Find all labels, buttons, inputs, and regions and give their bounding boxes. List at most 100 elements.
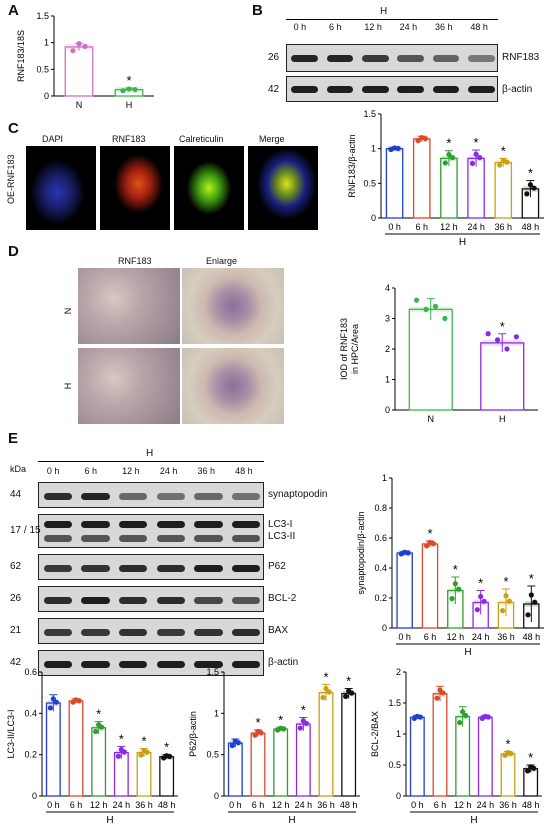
x-tick-label: 24 h: [295, 800, 313, 810]
x-tick-label: 36 h: [499, 800, 517, 810]
panel-d-row-n: N: [62, 307, 73, 315]
bar: [318, 692, 334, 797]
data-point: [497, 162, 503, 168]
x-tick-label: H: [499, 414, 506, 424]
x-tick-label: 48 h: [522, 222, 540, 232]
data-point: [303, 720, 309, 727]
blot-band: [231, 521, 261, 528]
data-point: [449, 155, 456, 161]
data-point: [343, 693, 349, 700]
blot-band: [231, 564, 261, 572]
blot-b-time-labels: 0 h 6 h 12 h 24 h 36 h 48 h: [286, 22, 498, 34]
rnf183-image: [100, 146, 170, 230]
x-tick-label: 0 h: [398, 632, 411, 642]
y-tick-label: 0.6: [24, 667, 37, 677]
data-point: [532, 599, 538, 605]
y-tick-label: 1: [44, 38, 49, 48]
bar: [494, 161, 513, 219]
data-point: [323, 685, 329, 692]
x-tick-label: N: [428, 414, 435, 424]
chart-d: 0 1 2 3 4 IOD of RNF183 in HPC/Area N * H: [339, 283, 538, 424]
x-tick-label: 48 h: [340, 800, 358, 810]
x-tick-label: 12 h: [440, 222, 458, 232]
significance-marker: *: [446, 136, 451, 151]
data-point: [504, 346, 510, 352]
ihc-n-image: [78, 268, 180, 344]
data-point: [469, 160, 476, 166]
data-point: [99, 724, 105, 730]
data-point: [525, 612, 531, 618]
data-point: [132, 87, 138, 93]
blot-band: [291, 55, 319, 62]
data-point: [144, 749, 150, 755]
bar: [250, 732, 266, 797]
blot-time-label: 24 h: [159, 466, 178, 476]
x-tick-label: 12 h: [90, 800, 108, 810]
panel-letter-a: A: [8, 2, 19, 19]
significance-marker: *: [427, 526, 432, 541]
data-point: [258, 730, 264, 736]
y-tick-label: 0.5: [388, 760, 401, 770]
ihc-n-enlarge: [182, 268, 284, 344]
data-point: [442, 160, 448, 166]
data-point: [423, 306, 429, 312]
data-point: [508, 750, 514, 757]
x-axis-label: H: [470, 815, 477, 826]
significance-marker: *: [478, 576, 483, 591]
y-tick-label: 1: [382, 473, 387, 483]
blot-e-strip: [38, 554, 264, 580]
blot-e-group-line: [38, 461, 264, 462]
blot-band: [156, 596, 186, 604]
blot-band: [81, 492, 110, 500]
data-point: [504, 159, 510, 165]
data-point: [525, 768, 531, 774]
data-point: [413, 297, 420, 303]
y-tick-label: 1.5: [36, 11, 49, 21]
blot-e-time-labels: 0 h 6 h 12 h 24 h 36 h 48 h: [38, 466, 264, 478]
bar: [385, 148, 404, 219]
y-axis-label: LC3-II/LC3-I: [6, 709, 16, 758]
data-point: [478, 593, 484, 600]
data-point: [252, 732, 258, 738]
data-point: [417, 714, 423, 720]
blot-b: H 0 h 6 h 12 h 24 h 36 h 48 h 26 42 RNF183 β-…: [260, 6, 550, 106]
y-tick-label: 1: [385, 375, 390, 385]
panel-letter-e: E: [8, 430, 19, 447]
blot-band: [231, 628, 261, 636]
x-tick-label: 48 h: [523, 632, 541, 642]
data-point: [524, 191, 530, 197]
ihc-h-enlarge: [182, 348, 284, 424]
significance-marker: *: [141, 733, 146, 748]
bar: [412, 138, 431, 219]
x-tick-label: 24 h: [477, 800, 495, 810]
y-tick-label: 1: [214, 708, 219, 718]
y-tick-label: 0: [44, 91, 49, 101]
x-tick-label: 6 h: [434, 800, 447, 810]
blot-band: [397, 86, 425, 93]
x-tick-label: N: [76, 100, 83, 110]
blot-e: kDa H 0 h 6 h 12 h 24 h 36 h 48 h 44 synaptopo…: [10, 444, 360, 676]
significance-marker: *: [164, 740, 169, 755]
panel-letter-d: D: [8, 243, 19, 260]
data-point: [320, 695, 326, 701]
blot-time-label: 36 h: [197, 466, 216, 476]
panel-c-header-dapi: DAPI: [42, 134, 64, 144]
significance-marker: *: [503, 574, 508, 589]
blot-band: [118, 521, 148, 528]
data-point: [446, 151, 452, 158]
data-point: [531, 765, 537, 771]
data-point: [405, 550, 411, 556]
calreticulin-image: [174, 146, 244, 230]
significance-marker: *: [528, 750, 533, 765]
blot-time-label: 36 h: [435, 22, 453, 32]
blot-time-label: 12 h: [364, 22, 382, 32]
blot-band: [291, 86, 319, 93]
y-tick-label: 0: [371, 213, 376, 223]
y-tick-label: 1.5: [363, 109, 376, 119]
significance-marker: *: [278, 712, 283, 727]
blot-e-kda: 44: [10, 489, 22, 500]
data-point: [506, 598, 512, 604]
blot-band: [194, 628, 223, 636]
data-point: [326, 689, 332, 695]
x-tick-label: H: [126, 100, 133, 110]
